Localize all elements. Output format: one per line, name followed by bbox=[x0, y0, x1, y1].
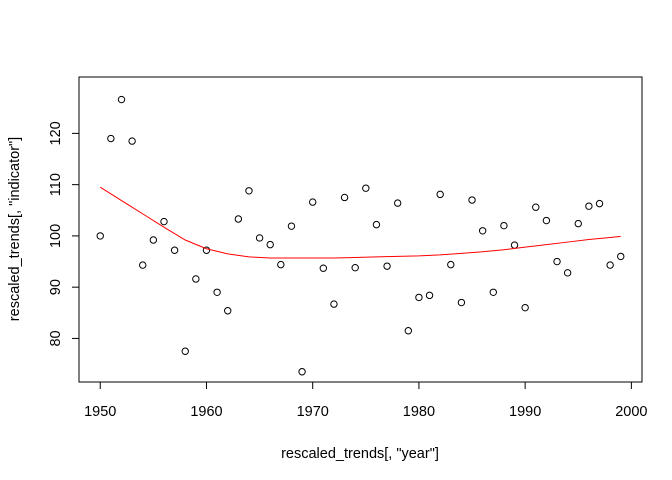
x-axis: 1950 1960 1970 1980 1990 2000 bbox=[84, 381, 648, 420]
data-point bbox=[224, 307, 232, 315]
data-point bbox=[372, 220, 381, 229]
data-point bbox=[532, 203, 540, 211]
data-point bbox=[425, 291, 434, 300]
data-point bbox=[139, 261, 147, 269]
data-point bbox=[128, 137, 136, 145]
data-point bbox=[160, 217, 168, 226]
x-tick-label: 2000 bbox=[615, 404, 647, 420]
data-point bbox=[234, 215, 243, 223]
data-point bbox=[308, 198, 317, 206]
data-point bbox=[202, 246, 211, 254]
data-point bbox=[542, 216, 551, 225]
data-point bbox=[478, 227, 487, 235]
y-tick-label: 100 bbox=[48, 224, 64, 248]
data-point bbox=[266, 240, 274, 249]
x-tick-label: 1950 bbox=[84, 404, 116, 420]
data-point bbox=[383, 262, 391, 270]
data-point bbox=[277, 260, 285, 269]
smooth-line-group bbox=[99, 186, 621, 259]
data-point bbox=[287, 222, 296, 230]
data-point bbox=[298, 368, 306, 376]
data-point bbox=[96, 232, 104, 240]
data-point bbox=[192, 275, 200, 283]
data-point bbox=[521, 303, 529, 312]
x-tick-label: 1990 bbox=[509, 404, 541, 420]
scatter-points bbox=[96, 95, 625, 376]
data-point bbox=[563, 269, 572, 277]
y-tick-label: 110 bbox=[48, 173, 64, 196]
data-point bbox=[457, 298, 466, 307]
data-point bbox=[351, 263, 359, 272]
data-point bbox=[447, 260, 455, 269]
data-point bbox=[255, 234, 264, 242]
x-tick-label: 1960 bbox=[190, 404, 222, 420]
data-point bbox=[595, 199, 604, 208]
smooth-line bbox=[99, 186, 621, 259]
x-axis-title: rescaled_trends[, "year"] bbox=[281, 446, 439, 462]
data-point bbox=[404, 327, 413, 335]
data-point bbox=[330, 300, 338, 308]
y-tick-label: 80 bbox=[48, 330, 64, 346]
data-point bbox=[617, 252, 625, 261]
data-point bbox=[574, 219, 582, 228]
data-point bbox=[213, 288, 221, 296]
data-point bbox=[117, 95, 126, 104]
data-point bbox=[606, 261, 614, 269]
data-point bbox=[245, 187, 253, 195]
data-point bbox=[181, 347, 189, 355]
data-point bbox=[553, 257, 561, 266]
y-axis: 80 90 100 110 120 bbox=[48, 121, 80, 346]
data-point bbox=[436, 190, 444, 199]
data-point bbox=[489, 288, 497, 296]
x-tick-label: 1970 bbox=[297, 404, 329, 420]
data-point bbox=[510, 241, 519, 249]
data-point bbox=[107, 134, 115, 143]
y-tick-label: 120 bbox=[48, 121, 64, 145]
data-point bbox=[362, 184, 370, 192]
data-point bbox=[340, 193, 349, 202]
plot-frame bbox=[78, 76, 643, 383]
data-point bbox=[415, 293, 423, 302]
data-point bbox=[468, 196, 476, 204]
data-point bbox=[393, 199, 402, 207]
data-point bbox=[319, 264, 328, 272]
data-point bbox=[170, 246, 179, 254]
y-tick-label: 90 bbox=[48, 279, 64, 295]
data-point bbox=[149, 236, 158, 244]
data-point bbox=[585, 202, 593, 210]
y-axis-title: rescaled_trends[, "indicator"] bbox=[7, 137, 23, 321]
x-tick-label: 1980 bbox=[403, 404, 435, 420]
data-point bbox=[500, 221, 508, 230]
